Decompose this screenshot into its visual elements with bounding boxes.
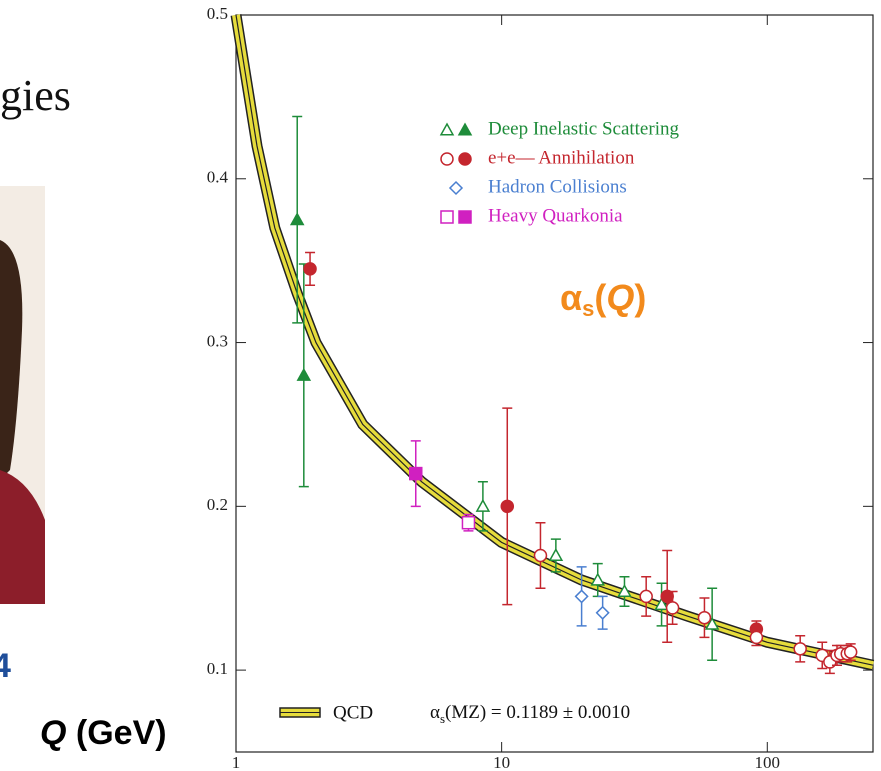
y-tick-label: 0.5 bbox=[207, 4, 228, 23]
annotation-part: α bbox=[560, 277, 582, 318]
marker bbox=[409, 466, 423, 481]
legend-label: e+e— Annihilation bbox=[488, 147, 635, 168]
qcd-line bbox=[235, 14, 874, 666]
marker bbox=[461, 515, 476, 530]
marker bbox=[457, 122, 473, 136]
annotation-part: ) bbox=[634, 277, 646, 318]
marker bbox=[289, 212, 305, 226]
x-tick-label: 10 bbox=[493, 753, 510, 771]
marker bbox=[574, 589, 589, 604]
marker bbox=[439, 122, 455, 136]
marker bbox=[704, 616, 720, 630]
marker bbox=[639, 589, 653, 604]
x-axis-symbol: Q bbox=[40, 714, 66, 752]
marker bbox=[296, 367, 312, 381]
y-tick-label: 0.4 bbox=[207, 168, 229, 187]
x-tick-label: 100 bbox=[755, 753, 781, 771]
annotation-part: (MZ) = 0.1189 ± 0.0010 bbox=[445, 702, 630, 723]
fit-label: αs(MZ) = 0.1189 ± 0.0010 bbox=[430, 702, 630, 726]
marker bbox=[500, 499, 515, 514]
marker bbox=[440, 152, 454, 166]
marker bbox=[448, 180, 464, 196]
annotation-part: s bbox=[440, 711, 445, 726]
marker bbox=[533, 548, 548, 563]
marker bbox=[458, 152, 472, 166]
marker bbox=[590, 572, 606, 586]
annotation-part: Q bbox=[606, 277, 634, 318]
legend-label: Deep Inelastic Scattering bbox=[488, 118, 679, 139]
marker bbox=[548, 547, 564, 562]
marker bbox=[654, 597, 669, 611]
x-axis-unit: (GeV) bbox=[76, 714, 167, 752]
marker bbox=[749, 630, 764, 645]
marker bbox=[303, 262, 317, 276]
y-tick-label: 0.3 bbox=[207, 331, 228, 350]
marker bbox=[617, 583, 632, 598]
heading-fragment: gies bbox=[0, 71, 71, 120]
marker bbox=[697, 610, 712, 625]
photo bbox=[0, 186, 45, 604]
fragment-digit: 4 bbox=[0, 647, 11, 685]
annotation-part: ( bbox=[594, 277, 606, 318]
legend-label: QCD bbox=[333, 702, 373, 723]
marker bbox=[843, 645, 858, 659]
annotation-part: α bbox=[430, 702, 440, 723]
marker bbox=[458, 210, 472, 224]
x-tick-label: 1 bbox=[232, 753, 241, 771]
marker bbox=[440, 210, 454, 224]
marker bbox=[475, 498, 491, 512]
y-tick-label: 0.1 bbox=[207, 659, 228, 678]
annotation: αs(Q) bbox=[560, 277, 646, 321]
y-tick-label: 0.2 bbox=[207, 495, 228, 514]
legend-label: Hadron Collisions bbox=[488, 176, 627, 197]
marker bbox=[793, 642, 807, 656]
legend-label: Heavy Quarkonia bbox=[488, 205, 623, 226]
plot-frame bbox=[235, 14, 874, 753]
marker bbox=[665, 601, 680, 615]
annotation-part: s bbox=[582, 296, 594, 321]
x-axis-label: Q (GeV) bbox=[40, 714, 167, 752]
marker bbox=[595, 605, 610, 620]
